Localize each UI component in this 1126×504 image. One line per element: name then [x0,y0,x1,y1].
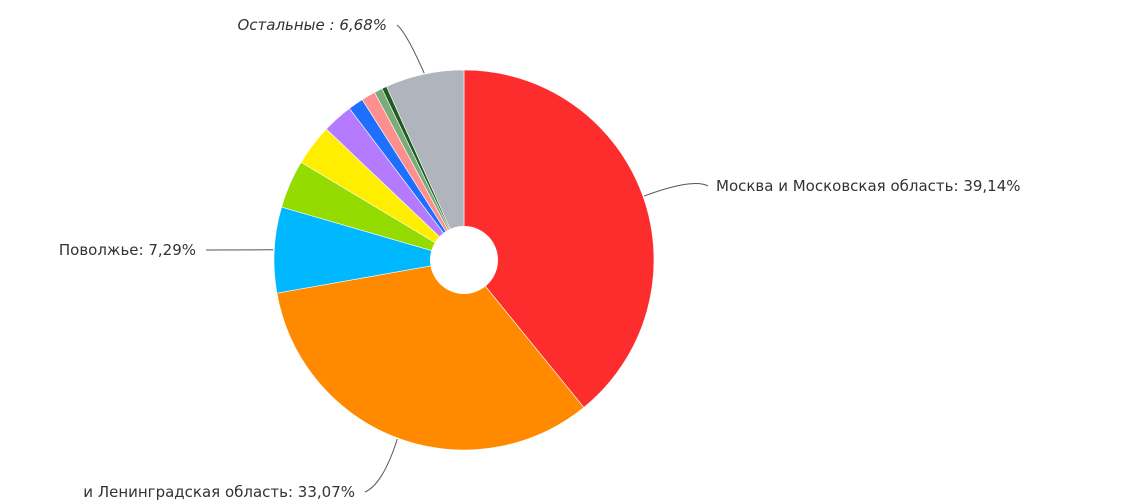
leader-line-3 [397,25,424,73]
leader-line-0 [644,184,708,197]
donut-hole [430,226,498,294]
slice-label-moscow: Москва и Московская область: 39,14% [716,177,1021,195]
slice-label-others: Остальные : 6,68% [237,16,387,34]
slice-label-leningrad: и Ленинградская область: 33,07% [83,483,355,500]
slice-label-volga: Поволжье: 7,29% [59,241,196,259]
leader-line-1 [365,439,397,492]
